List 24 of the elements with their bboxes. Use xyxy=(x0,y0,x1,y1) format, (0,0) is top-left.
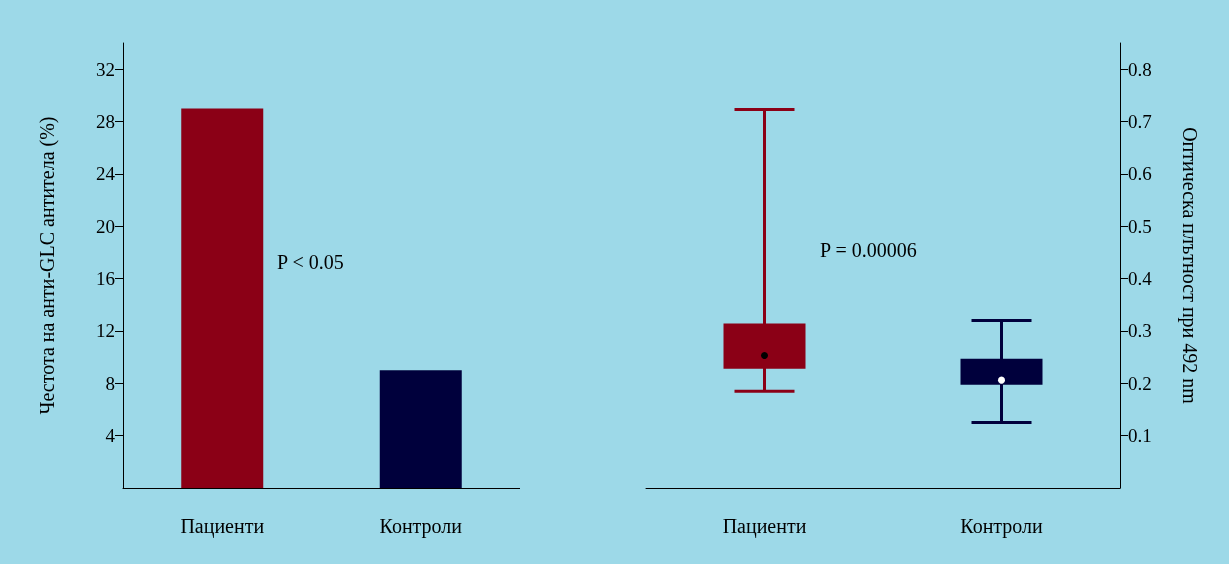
y2-tick-label: 0.1 xyxy=(1128,425,1152,447)
y2-tick-label: 0.4 xyxy=(1128,268,1153,290)
y-tick-label: 28 xyxy=(96,111,115,133)
y-tick-label: 12 xyxy=(96,320,115,342)
annotation: P = 0.00006 xyxy=(820,239,917,261)
annotation: P < 0.05 xyxy=(277,251,344,273)
y-tick-label: 20 xyxy=(96,215,115,237)
y2-tick-label: 0.2 xyxy=(1128,372,1152,394)
y2-axis-title: Оптическа плътност при 492 nm xyxy=(1178,127,1201,405)
y-tick-label: 4 xyxy=(105,425,116,447)
y-tick-label: 16 xyxy=(96,268,115,290)
y-tick-label: 24 xyxy=(96,163,116,185)
y2-tick-label: 0.3 xyxy=(1128,320,1152,342)
y2-tick-label: 0.5 xyxy=(1128,215,1152,237)
x-tick-label: Контроли xyxy=(960,515,1044,538)
y-tick-label: 32 xyxy=(96,58,115,80)
x-tick-label: Пациенти xyxy=(722,515,807,538)
y-tick-label: 8 xyxy=(105,372,115,394)
x-tick-label: Пациенти xyxy=(180,515,265,538)
y2-tick-label: 0.6 xyxy=(1128,163,1152,185)
y2-tick-label: 0.8 xyxy=(1128,58,1152,80)
y2-tick-label: 0.7 xyxy=(1128,111,1152,133)
x-tick-label: Контроли xyxy=(379,515,463,538)
y-axis-title: Честота на анти-GLC антитела (%) xyxy=(36,116,59,415)
